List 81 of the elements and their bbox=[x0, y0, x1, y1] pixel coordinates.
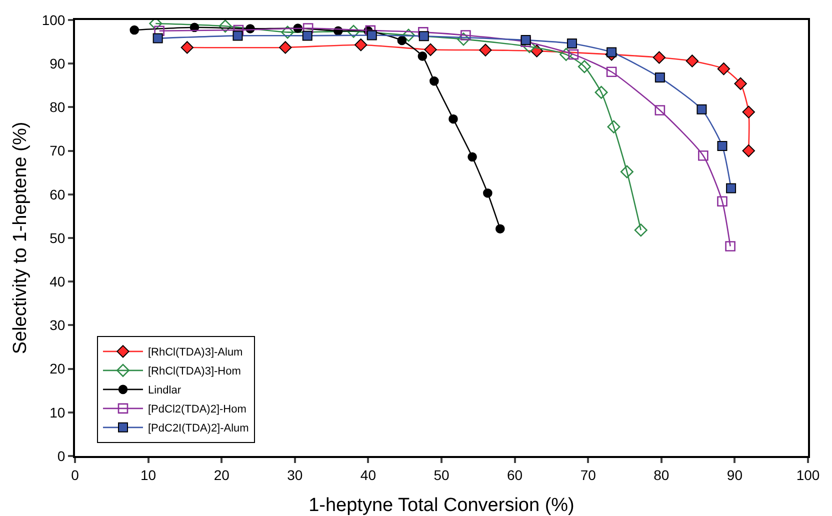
y-tick-label: 10 bbox=[50, 404, 66, 420]
legend-label: [RhCl(TDA)3]-Alum bbox=[148, 346, 243, 359]
point bbox=[218, 20, 232, 33]
x-tick-label: 30 bbox=[287, 466, 303, 483]
legend-label: [RhCl(TDA)3]-Hom bbox=[148, 366, 241, 378]
point bbox=[654, 72, 665, 83]
y-tick-label: 30 bbox=[50, 317, 66, 334]
x-tick-label: 100 bbox=[796, 466, 820, 483]
point bbox=[152, 33, 163, 44]
y-tick-label: 60 bbox=[50, 186, 66, 202]
point bbox=[279, 41, 292, 54]
point bbox=[686, 54, 699, 68]
legend-label: [PdC2I(TDA)2]-Alum bbox=[148, 422, 249, 435]
point bbox=[430, 76, 439, 86]
point bbox=[479, 44, 492, 56]
point bbox=[696, 104, 707, 114]
y-axis-title: Selectivity to 1-heptene (%) bbox=[10, 122, 31, 354]
point bbox=[365, 25, 376, 36]
point bbox=[418, 31, 429, 42]
x-tick-label: 70 bbox=[580, 466, 596, 483]
point bbox=[456, 32, 470, 46]
point bbox=[717, 141, 728, 151]
y-tick-label: 50 bbox=[50, 230, 66, 246]
point bbox=[594, 86, 608, 99]
point bbox=[495, 224, 505, 234]
point bbox=[154, 26, 164, 36]
legend-label: [PdCl2(TDA)2]-Hom bbox=[148, 404, 246, 416]
y-tick-label: 40 bbox=[50, 274, 66, 290]
point bbox=[397, 36, 407, 46]
point bbox=[634, 224, 648, 237]
y-tick-label: 100 bbox=[42, 12, 66, 28]
point bbox=[233, 24, 244, 36]
y-tick-label: 70 bbox=[50, 142, 66, 159]
point bbox=[607, 120, 620, 134]
point bbox=[347, 24, 360, 38]
x-axis-title: 1-heptyne Total Conversion (%) bbox=[308, 495, 574, 516]
point bbox=[568, 49, 579, 60]
point bbox=[698, 150, 708, 161]
point bbox=[424, 43, 437, 56]
x-tick-label: 60 bbox=[507, 466, 523, 483]
point bbox=[654, 105, 666, 116]
point bbox=[726, 183, 736, 194]
point bbox=[302, 23, 314, 34]
point bbox=[418, 52, 428, 61]
point bbox=[717, 196, 728, 207]
point bbox=[606, 66, 617, 78]
point bbox=[366, 30, 377, 40]
point bbox=[742, 144, 755, 158]
y-tick-label: 90 bbox=[50, 56, 66, 72]
point bbox=[483, 188, 492, 198]
x-tick-label: 90 bbox=[726, 466, 743, 483]
point bbox=[232, 30, 243, 41]
x-tick-label: 40 bbox=[360, 466, 376, 483]
y-tick-label: 80 bbox=[50, 99, 66, 116]
point bbox=[652, 51, 666, 64]
point bbox=[354, 38, 368, 52]
point bbox=[560, 48, 573, 61]
point bbox=[402, 28, 416, 42]
point bbox=[130, 25, 140, 35]
point bbox=[606, 47, 617, 58]
point bbox=[725, 241, 736, 252]
point bbox=[566, 38, 577, 49]
point bbox=[578, 60, 591, 74]
point bbox=[717, 62, 730, 76]
point bbox=[180, 41, 194, 54]
y-tick-label: 0 bbox=[57, 448, 66, 464]
point bbox=[302, 30, 312, 41]
y-tick-label: 20 bbox=[50, 360, 66, 377]
x-tick-label: 50 bbox=[434, 466, 450, 483]
point bbox=[620, 165, 634, 178]
legend-label: Lindlar bbox=[148, 384, 182, 397]
point bbox=[448, 114, 458, 124]
point bbox=[742, 106, 755, 118]
point bbox=[281, 26, 294, 39]
x-tick-label: 80 bbox=[654, 466, 670, 483]
point bbox=[734, 77, 747, 90]
x-tick-label: 20 bbox=[214, 466, 230, 483]
point bbox=[522, 40, 536, 54]
point bbox=[468, 152, 477, 162]
x-tick-label: 0 bbox=[71, 466, 80, 483]
x-tick-label: 10 bbox=[140, 466, 156, 483]
